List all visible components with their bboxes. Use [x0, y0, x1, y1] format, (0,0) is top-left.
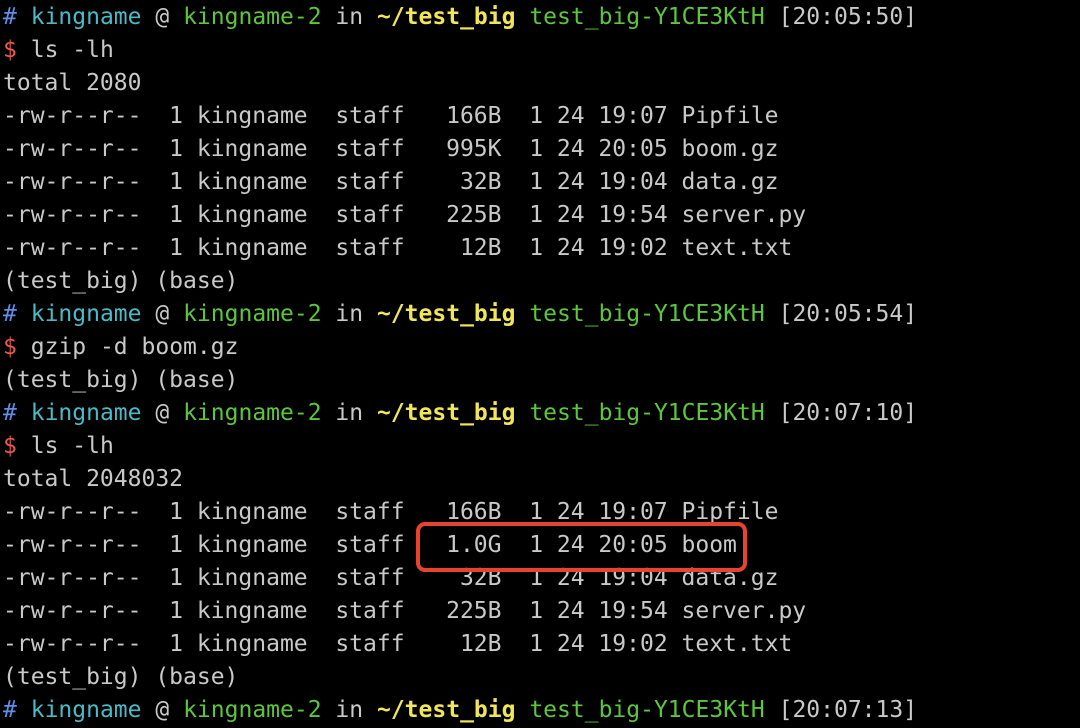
output-text: -rw-r--r-- 1 kingname staff 225B 1 24 19…	[3, 598, 807, 624]
prompt-at: @	[155, 697, 170, 723]
prompt-host: kingname-2	[183, 4, 322, 30]
output-text: -rw-r--r-- 1 kingname staff 995K 1 24 20…	[3, 136, 779, 162]
output-line: (test_big) (base)	[3, 364, 917, 397]
prompt-time: [20:05:54]	[778, 301, 918, 327]
highlight-box	[416, 522, 747, 572]
prompt-user: kingname	[30, 400, 142, 426]
prompt-dollar: $	[3, 433, 17, 459]
prompt-directory: ~/test_big	[376, 697, 516, 723]
output-line: -rw-r--r-- 1 kingname staff 166B 1 24 19…	[3, 496, 917, 529]
prompt-dollar: $	[3, 37, 17, 63]
prompt-in: in	[335, 301, 364, 327]
output-text: -rw-r--r-- 1 kingname staff 12B 1 24 19:…	[3, 631, 793, 657]
prompt-at: @	[155, 4, 170, 30]
output-line: -rw-r--r-- 1 kingname staff 32B 1 24 19:…	[3, 166, 917, 199]
prompt-time: [20:05:50]	[778, 4, 918, 30]
prompt-host: kingname-2	[183, 400, 322, 426]
prompt-env: test_big-Y1CE3KtH	[529, 4, 765, 30]
prompt-time: [20:07:10]	[778, 400, 918, 426]
output-text: -rw-r--r-- 1 kingname staff 166B 1 24 19…	[3, 499, 779, 525]
command-line: $ ls -lh	[3, 34, 917, 67]
prompt-user: kingname	[30, 301, 142, 327]
output-text: total 2048032	[3, 466, 184, 492]
prompt-directory: ~/test_big	[376, 400, 516, 426]
output-line: total 2048032	[3, 463, 917, 496]
output-text: -rw-r--r-- 1 kingname staff 32B 1 24 19:…	[3, 169, 779, 195]
prompt-in: in	[335, 400, 364, 426]
output-line: -rw-r--r-- 1 kingname staff 12B 1 24 19:…	[3, 628, 917, 661]
command-line: $ gzip -d boom.gz	[3, 331, 917, 364]
prompt-hash: #	[3, 400, 17, 426]
output-text: (test_big) (base)	[3, 664, 239, 690]
prompt-line: # kingname @ kingname-2 in ~/test_big te…	[3, 397, 917, 430]
output-line: -rw-r--r-- 1 kingname staff 1.0G 1 24 20…	[3, 529, 917, 562]
output-text: -rw-r--r-- 1 kingname staff 12B 1 24 19:…	[3, 235, 793, 261]
prompt-time: [20:07:13]	[778, 697, 918, 723]
prompt-host: kingname-2	[183, 301, 322, 327]
output-line: -rw-r--r-- 1 kingname staff 225B 1 24 19…	[3, 199, 917, 232]
prompt-line: # kingname @ kingname-2 in ~/test_big te…	[3, 298, 917, 331]
prompt-directory: ~/test_big	[376, 301, 516, 327]
terminal-output[interactable]: # kingname @ kingname-2 in ~/test_big te…	[3, 1, 917, 727]
prompt-in: in	[335, 4, 364, 30]
output-line: -rw-r--r-- 1 kingname staff 12B 1 24 19:…	[3, 232, 917, 265]
output-text: (test_big) (base)	[3, 367, 239, 393]
output-text: -rw-r--r-- 1 kingname staff 225B 1 24 19…	[3, 202, 807, 228]
prompt-env: test_big-Y1CE3KtH	[529, 400, 765, 426]
prompt-hash: #	[3, 697, 17, 723]
prompt-dollar: $	[3, 334, 17, 360]
prompt-env: test_big-Y1CE3KtH	[529, 697, 765, 723]
command-text: ls -lh	[30, 37, 114, 63]
prompt-hash: #	[3, 301, 17, 327]
output-text: total 2080	[3, 70, 142, 96]
prompt-line: # kingname @ kingname-2 in ~/test_big te…	[3, 694, 917, 727]
output-text: (test_big) (base)	[3, 268, 239, 294]
output-line: -rw-r--r-- 1 kingname staff 995K 1 24 20…	[3, 133, 917, 166]
prompt-host: kingname-2	[183, 697, 322, 723]
output-text: -rw-r--r-- 1 kingname staff 1.0G 1 24 20…	[3, 532, 737, 558]
prompt-in: in	[335, 697, 364, 723]
command-text: ls -lh	[30, 433, 114, 459]
prompt-directory: ~/test_big	[376, 4, 516, 30]
output-line: -rw-r--r-- 1 kingname staff 225B 1 24 19…	[3, 595, 917, 628]
prompt-user: kingname	[30, 4, 142, 30]
prompt-at: @	[155, 400, 170, 426]
prompt-user: kingname	[30, 697, 142, 723]
command-text: gzip -d boom.gz	[30, 334, 239, 360]
output-line: (test_big) (base)	[3, 661, 917, 694]
output-line: (test_big) (base)	[3, 265, 917, 298]
output-line: -rw-r--r-- 1 kingname staff 166B 1 24 19…	[3, 100, 917, 133]
output-line: total 2080	[3, 67, 917, 100]
prompt-line: # kingname @ kingname-2 in ~/test_big te…	[3, 1, 917, 34]
prompt-env: test_big-Y1CE3KtH	[529, 301, 765, 327]
output-text: -rw-r--r-- 1 kingname staff 166B 1 24 19…	[3, 103, 779, 129]
prompt-at: @	[155, 301, 170, 327]
prompt-hash: #	[3, 4, 17, 30]
command-line: $ ls -lh	[3, 430, 917, 463]
